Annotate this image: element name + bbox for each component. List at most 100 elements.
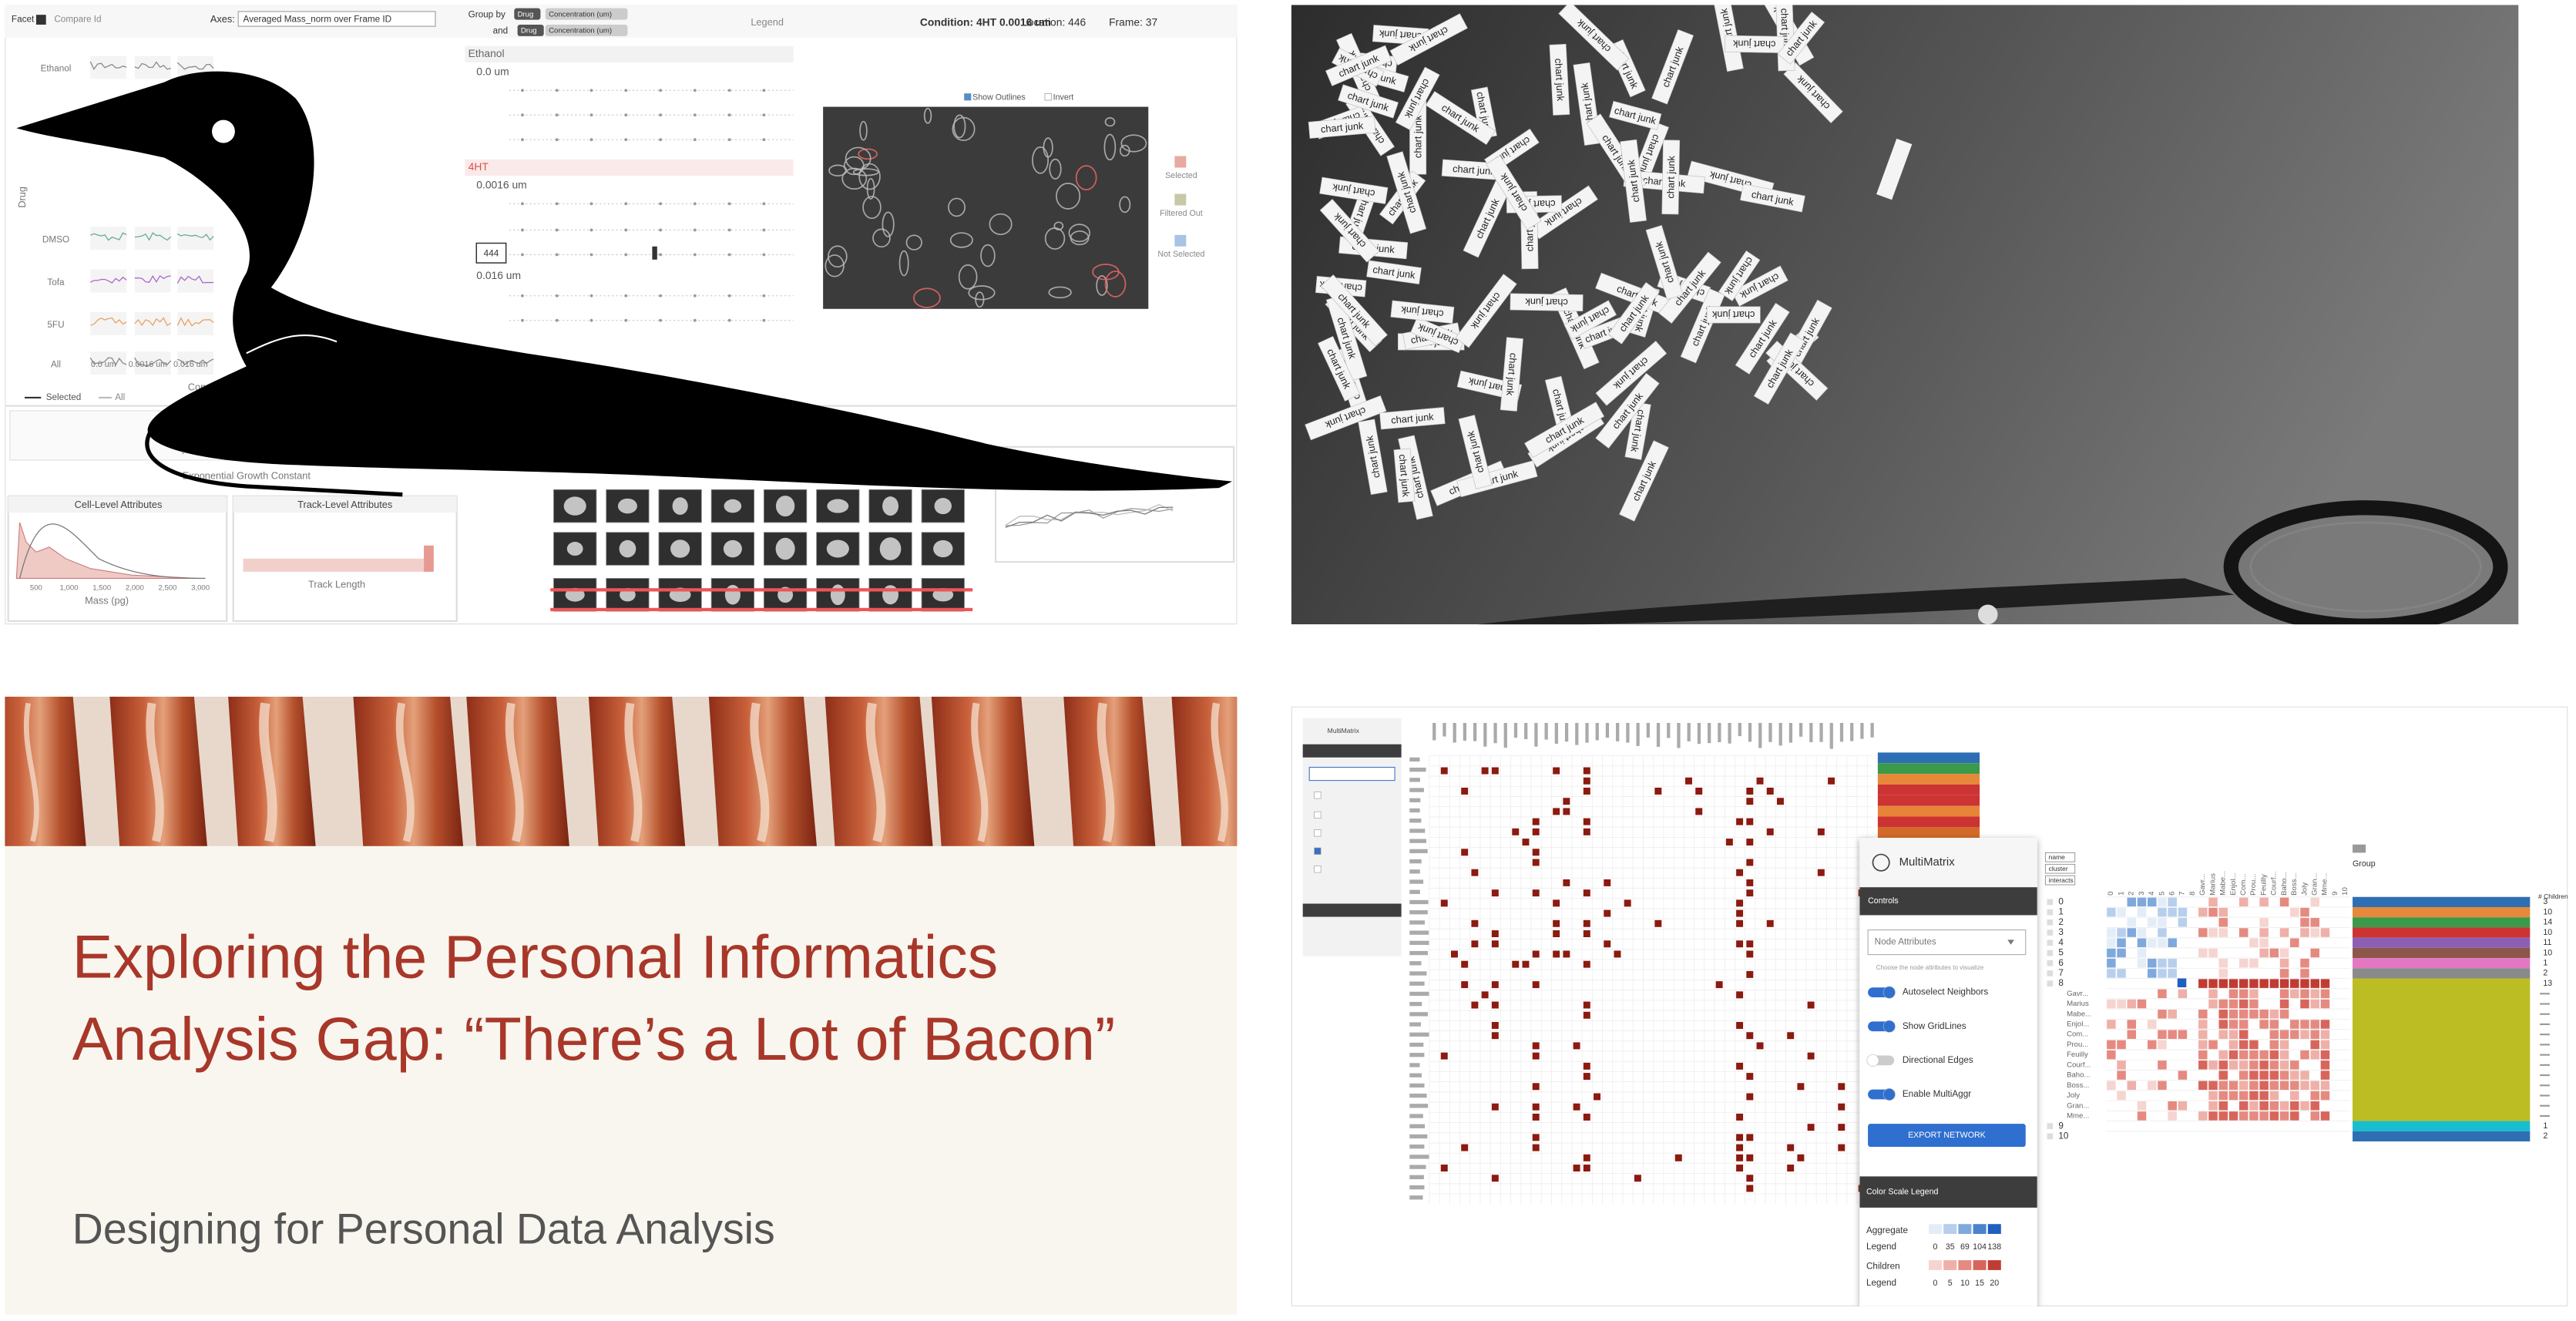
well-dot (624, 138, 628, 142)
matrix-cell (2178, 989, 2188, 999)
matrix-cell (2310, 1030, 2319, 1039)
row-expand[interactable] (2047, 909, 2054, 916)
matrix-cell (2310, 1111, 2319, 1121)
row-label-stub (1409, 757, 1420, 762)
condition-dose: 0.0016 um (476, 179, 526, 191)
matrix-cell (1746, 1175, 1754, 1182)
row-expand[interactable] (2047, 960, 2054, 966)
matrix-cell (1736, 1165, 1744, 1172)
matrix-cell (1461, 788, 1469, 795)
group-chip (514, 8, 541, 20)
cluster-row-label: 7 (2058, 968, 2064, 978)
member-row-label: Prou... (2067, 1040, 2088, 1049)
row-label-stub (1409, 971, 1427, 976)
matrix-cell (1440, 1165, 1448, 1172)
member-row-label: Joly (2067, 1091, 2080, 1100)
row-expand[interactable] (2047, 939, 2054, 946)
matrix-cell (1736, 940, 1744, 948)
row-expand[interactable] (2047, 1133, 2054, 1140)
matrix-cell (2310, 1091, 2319, 1101)
row-expand[interactable] (2047, 899, 2054, 906)
matrix-cell (1573, 1165, 1580, 1172)
sparkline-bg (177, 269, 214, 293)
line-series (1005, 506, 1174, 528)
col-label-stub (1432, 723, 1436, 741)
matrix-cell (2238, 1050, 2249, 1060)
matrix-cell (1776, 798, 1784, 805)
export-button[interactable] (1868, 1124, 2026, 1148)
row-expand[interactable] (2047, 950, 2054, 956)
condition-drug: Ethanol (469, 47, 505, 59)
well-dot (589, 228, 593, 232)
attribute-button[interactable] (2044, 852, 2076, 862)
matrix-cell (2290, 1071, 2299, 1080)
column-label: 6 (2168, 892, 2176, 896)
matrix-cell (2300, 979, 2309, 988)
well-dot (555, 318, 559, 322)
cell-blob (862, 196, 882, 220)
matrix-cell (1787, 1144, 1795, 1151)
matrix-cell (1491, 981, 1499, 989)
row-expand[interactable] (2047, 919, 2054, 926)
group-stripe (1877, 784, 1980, 795)
attribute-button[interactable] (2044, 863, 2076, 874)
paper-strip: chart junk (1390, 300, 1455, 324)
matrix-cell (2320, 999, 2330, 1009)
well-dot (521, 318, 524, 322)
matrix-cell (2320, 1020, 2330, 1029)
matrix-cell (2259, 1010, 2269, 1019)
column-label: Mme... (2321, 873, 2329, 896)
strip-paper (1619, 440, 1669, 522)
thumbnail-cell (826, 539, 849, 558)
matrix-cell (2300, 1020, 2309, 1029)
well-dot (762, 318, 766, 322)
loon-eye (212, 119, 235, 143)
matrix-cell (2208, 1101, 2218, 1111)
matrix-cell (2168, 969, 2177, 978)
matrix-cell (2218, 1101, 2228, 1111)
strip-paper (1325, 45, 1392, 86)
sparkline (89, 276, 127, 284)
attribute-button[interactable] (2044, 875, 2076, 886)
aggregate-tick: 0 (1933, 1242, 1938, 1252)
col-label-stub (1575, 723, 1579, 745)
well-dot (659, 318, 662, 322)
strip-paper (1425, 91, 1496, 146)
matrix-cell (2117, 948, 2126, 958)
col-label-stub (1718, 723, 1721, 742)
matrix-cell (1583, 777, 1590, 785)
matrix-cell (2300, 907, 2309, 917)
row-label-stub (1409, 808, 1420, 813)
row-expand[interactable] (2047, 929, 2054, 936)
matrix-cell (2137, 1111, 2147, 1121)
thumbnail-cell (563, 496, 586, 516)
cell-blob (1049, 158, 1062, 180)
matrix-cell (1838, 1124, 1846, 1131)
matrix-cell (1797, 1083, 1805, 1091)
matrix-cell (2259, 928, 2269, 937)
row-expand[interactable] (2047, 970, 2054, 976)
matrix-cell (1736, 1113, 1744, 1121)
bacon-fat (971, 702, 989, 842)
matrix-cell (2158, 907, 2167, 917)
matrix-cell (1746, 788, 1754, 795)
matrix-cell (2290, 989, 2299, 999)
matrix-cell (2279, 1010, 2289, 1019)
row-expand[interactable] (2047, 1123, 2054, 1130)
row-expand[interactable] (2047, 980, 2054, 987)
row-label-stub (1409, 839, 1427, 843)
matrix-cell (2310, 897, 2319, 907)
col-label-stub (1687, 723, 1691, 741)
strip-text: chart junk (1625, 159, 1642, 203)
slide-subtitle: Designing for Personal Data Analysis (72, 1205, 775, 1253)
matrix-cell (1491, 1001, 1499, 1009)
matrix-cell (1766, 919, 1774, 927)
sidebar-check (1314, 829, 1322, 837)
cell-blob (1119, 196, 1131, 213)
group-chip-label: Concentration (um) (549, 27, 612, 35)
paper-strip: chart junk (1308, 116, 1376, 139)
matrix-cell (1746, 839, 1754, 846)
matrix-cell (1563, 808, 1570, 815)
matrix-cell (1532, 1113, 1540, 1121)
chart-junk-photo: chart junk chart junk chart junk chart junk… (1291, 5, 2519, 625)
